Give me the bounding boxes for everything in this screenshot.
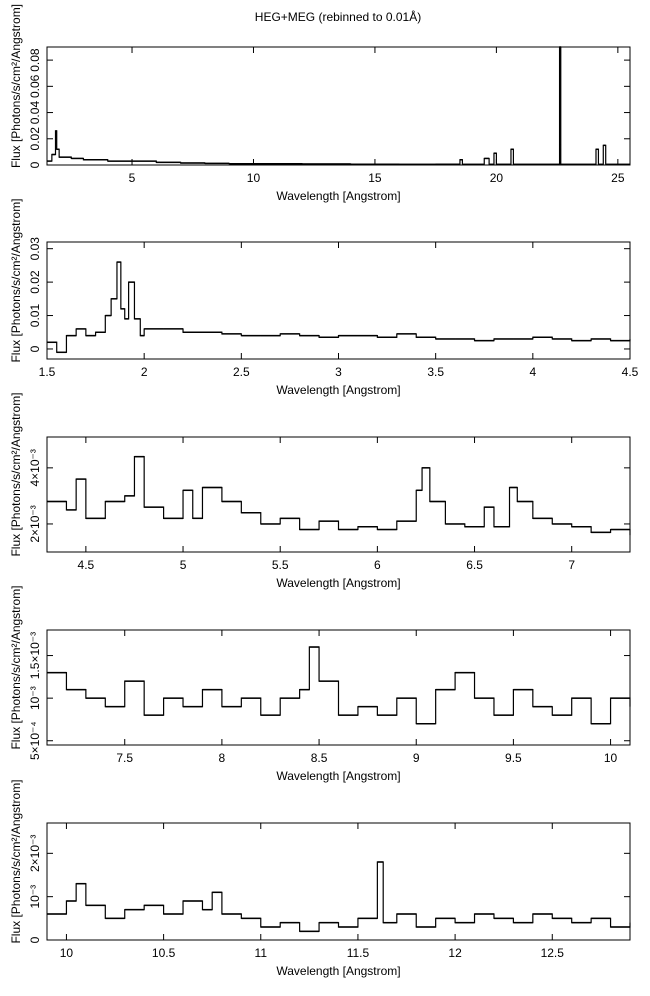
y-tick-label: 0.01 — [28, 304, 42, 328]
x-tick-label: 4.5 — [78, 558, 95, 572]
x-tick-label: 7 — [568, 558, 575, 572]
x-axis-label: Wavelength [Angstrom] — [276, 576, 400, 590]
figure-title: HEG+MEG (rebinned to 0.01Å) — [255, 9, 421, 24]
x-axis-label: Wavelength [Angstrom] — [276, 964, 400, 978]
x-tick-label: 4 — [529, 365, 536, 379]
x-tick-label: 4.5 — [622, 365, 639, 379]
x-tick-label: 12 — [448, 946, 462, 960]
x-tick-label: 20 — [490, 171, 504, 185]
x-axis-label: Wavelength [Angstrom] — [276, 769, 400, 783]
x-tick-label: 6.5 — [466, 558, 483, 572]
y-tick-label: 0 — [28, 161, 42, 168]
y-axis-label: Flux [Photons/s/cm²/Angstrom] — [9, 585, 23, 749]
y-tick-label: 10⁻³ — [28, 885, 42, 909]
x-axis-label: Wavelength [Angstrom] — [276, 383, 400, 397]
plot-frame — [46, 46, 631, 166]
step-risers — [47, 46, 630, 165]
y-tick-label: 0 — [28, 936, 42, 943]
y-tick-label: 5×10⁻⁴ — [28, 721, 42, 760]
x-tick-label: 2 — [141, 365, 148, 379]
y-axis-label: Flux [Photons/s/cm²/Angstrom] — [9, 198, 23, 362]
x-tick-label: 8 — [219, 751, 226, 765]
y-tick-label: 0.04 — [28, 101, 42, 125]
step-risers — [47, 261, 631, 353]
x-tick-label: 3.5 — [427, 365, 444, 379]
x-tick-label: 2.5 — [233, 365, 250, 379]
x-tick-label: 6 — [374, 558, 381, 572]
x-tick-label: 10 — [247, 171, 261, 185]
y-tick-label: 0.06 — [28, 74, 42, 98]
plot-frame — [46, 436, 631, 553]
plot-frame — [46, 822, 631, 941]
x-tick-label: 8.5 — [311, 751, 328, 765]
x-tick-label: 5 — [180, 558, 187, 572]
x-tick-label: 9.5 — [505, 751, 522, 765]
x-tick-label: 10.5 — [152, 946, 176, 960]
y-tick-label: 2×10⁻³ — [28, 505, 42, 542]
x-tick-label: 25 — [611, 171, 625, 185]
x-tick-label: 11 — [255, 946, 268, 960]
x-tick-label: 1.5 — [39, 365, 56, 379]
x-tick-label: 5.5 — [272, 558, 289, 572]
y-tick-label: 0.03 — [28, 237, 42, 261]
x-tick-label: 10 — [604, 751, 618, 765]
y-tick-label: 0.08 — [28, 48, 42, 72]
x-tick-label: 9 — [413, 751, 420, 765]
x-tick-label: 3 — [335, 365, 342, 379]
x-tick-label: 5 — [129, 171, 136, 185]
y-tick-label: 1.5×10⁻³ — [28, 632, 42, 679]
plot-frame — [46, 629, 631, 746]
x-tick-label: 10 — [60, 946, 74, 960]
x-tick-label: 15 — [368, 171, 382, 185]
x-tick-label: 11.5 — [347, 946, 370, 960]
y-tick-label: 2×10⁻³ — [28, 835, 42, 872]
y-tick-label: 10⁻³ — [28, 686, 42, 710]
x-tick-label: 7.5 — [116, 751, 133, 765]
y-tick-label: 4×10⁻³ — [28, 449, 42, 486]
x-tick-label: 12.5 — [541, 946, 565, 960]
step-risers — [47, 646, 631, 725]
y-tick-label: 0.02 — [28, 270, 42, 294]
y-axis-label: Flux [Photons/s/cm²/Angstrom] — [9, 392, 23, 556]
y-tick-label: 0.02 — [28, 127, 42, 151]
y-axis-label: Flux [Photons/s/cm²/Angstrom] — [9, 4, 23, 168]
x-axis-label: Wavelength [Angstrom] — [276, 189, 400, 203]
step-risers — [47, 861, 631, 932]
y-axis-label: Flux [Photons/s/cm²/Angstrom] — [9, 779, 23, 943]
y-tick-label: 0 — [28, 345, 42, 352]
